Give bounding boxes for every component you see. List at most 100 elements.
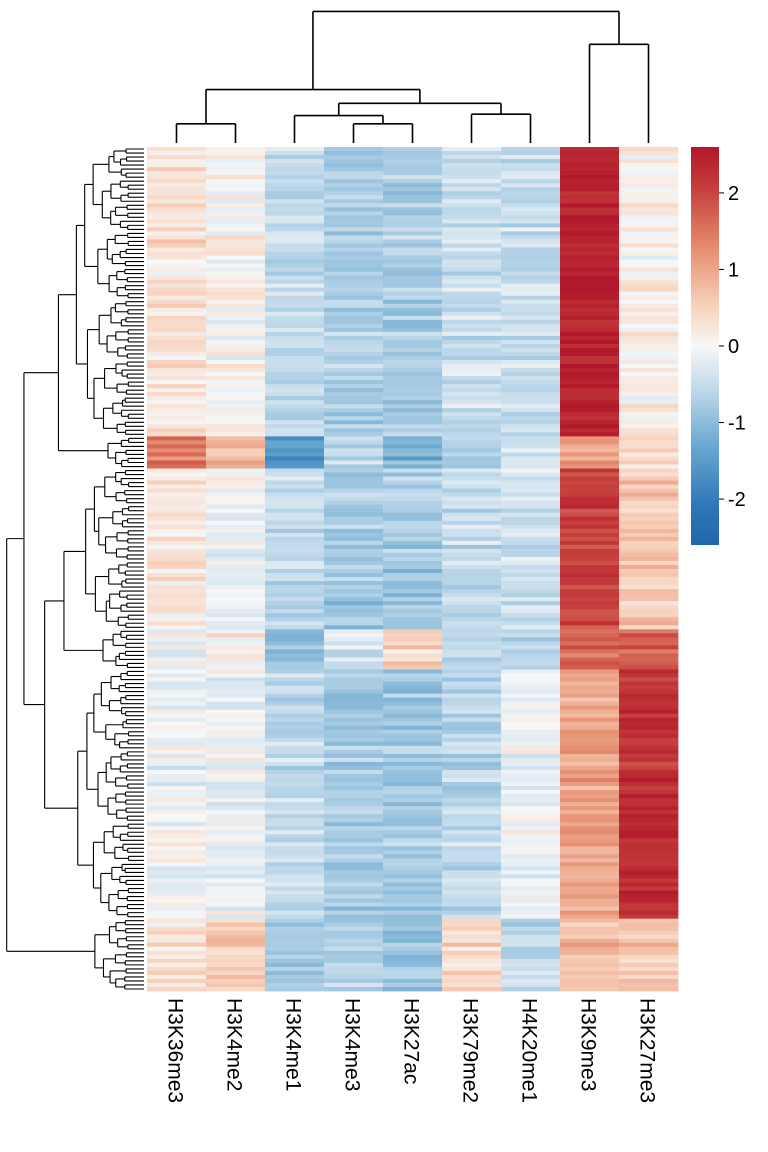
heatmap-cell <box>147 524 207 530</box>
heatmap-cell <box>442 416 502 421</box>
heatmap-cell <box>265 673 325 678</box>
heatmap-cell <box>619 854 679 859</box>
heatmap-cell <box>383 810 443 815</box>
heatmap-cell <box>383 657 443 662</box>
heatmap-cell <box>206 452 266 457</box>
heatmap-cell <box>442 858 502 863</box>
heatmap-cell <box>324 251 384 256</box>
heatmap-cell <box>265 906 325 912</box>
heatmap-cell <box>324 870 384 875</box>
heatmap-cell <box>560 223 620 228</box>
heatmap-cell <box>147 806 207 811</box>
heatmap-cell <box>206 641 266 646</box>
heatmap-cell <box>265 552 325 558</box>
heatmap-cell <box>560 978 620 984</box>
heatmap-cell <box>206 966 266 972</box>
heatmap-cell <box>206 693 266 699</box>
heatmap-cell <box>147 814 207 819</box>
heatmap-cell <box>501 528 561 534</box>
heatmap-cell <box>147 741 207 747</box>
heatmap-cell <box>560 163 620 168</box>
heatmap-cell <box>442 970 502 976</box>
heatmap-cell <box>147 930 207 936</box>
heatmap-cell <box>383 564 443 570</box>
heatmap-cell <box>324 275 384 281</box>
heatmap-cell <box>501 737 561 743</box>
heatmap-cell <box>619 315 679 321</box>
heatmap-cell <box>383 621 443 626</box>
heatmap-cell <box>147 223 207 228</box>
heatmap-cell <box>619 761 679 767</box>
heatmap-cell <box>206 436 266 441</box>
heatmap-cell <box>501 733 561 739</box>
heatmap-cell <box>501 163 561 168</box>
heatmap-cell <box>147 400 207 405</box>
heatmap-cell <box>265 331 325 337</box>
heatmap-cell <box>501 926 561 932</box>
heatmap-cell <box>560 512 620 518</box>
heatmap-cell <box>442 589 502 594</box>
heatmap-cell <box>383 838 443 843</box>
heatmap-cell <box>442 275 502 281</box>
heatmap-cell <box>560 769 620 775</box>
heatmap-cell <box>265 239 325 244</box>
heatmap-cell <box>206 380 266 385</box>
heatmap-cell <box>324 151 384 156</box>
heatmap-cell <box>442 512 502 518</box>
heatmap-cell <box>147 834 207 839</box>
heatmap-cell <box>442 247 502 252</box>
heatmap-cell <box>501 500 561 506</box>
heatmap-cell <box>383 870 443 875</box>
heatmap-cell <box>619 215 679 220</box>
heatmap-cell <box>383 906 443 912</box>
heatmap-cell <box>265 593 325 598</box>
heatmap-cell <box>383 552 443 558</box>
heatmap-cell <box>265 472 325 477</box>
heatmap-cell <box>501 649 561 654</box>
heatmap-cell <box>560 255 620 260</box>
heatmap-cell <box>442 854 502 859</box>
heatmap-cell <box>206 681 266 686</box>
heatmap-cell <box>560 798 620 803</box>
heatmap-cell <box>265 368 325 373</box>
heatmap-cell <box>147 745 207 751</box>
heatmap-cell <box>560 886 620 891</box>
heatmap-cell <box>501 548 561 554</box>
heatmap-cell <box>206 460 266 465</box>
heatmap-cell <box>560 331 620 337</box>
heatmap-cell <box>324 231 384 236</box>
heatmap-cell <box>560 456 620 461</box>
heatmap-cell <box>324 613 384 618</box>
heatmap-cell <box>147 388 207 393</box>
heatmap-cell <box>501 966 561 972</box>
heatmap-cell <box>442 271 502 277</box>
heatmap-cell <box>619 946 679 952</box>
heatmap-cell <box>560 681 620 686</box>
heatmap-cell <box>442 492 502 498</box>
heatmap-cell <box>442 581 502 586</box>
heatmap-cell <box>560 954 620 960</box>
heatmap-cell <box>560 838 620 843</box>
color-legend: 210-1-2 <box>691 147 746 545</box>
heatmap-cell <box>324 207 384 212</box>
heatmap-cell <box>383 283 443 289</box>
heatmap-cell <box>147 693 207 699</box>
heatmap-cell <box>147 641 207 646</box>
heatmap-cell <box>442 496 502 502</box>
heatmap-cell <box>383 175 443 180</box>
heatmap-cell <box>206 287 266 293</box>
heatmap-cell <box>383 311 443 317</box>
heatmap-cell <box>265 629 325 634</box>
heatmap-cell <box>383 878 443 883</box>
heatmap-cell <box>560 231 620 236</box>
heatmap-cell <box>324 476 384 481</box>
heatmap-cell <box>560 842 620 847</box>
heatmap-cell <box>265 303 325 309</box>
heatmap-cell <box>206 802 266 807</box>
heatmap-cell <box>265 372 325 377</box>
heatmap-cell <box>619 874 679 879</box>
heatmap-cell <box>147 556 207 562</box>
heatmap-cell <box>442 669 502 674</box>
heatmap-cell <box>383 922 443 928</box>
heatmap-cell <box>501 641 561 646</box>
